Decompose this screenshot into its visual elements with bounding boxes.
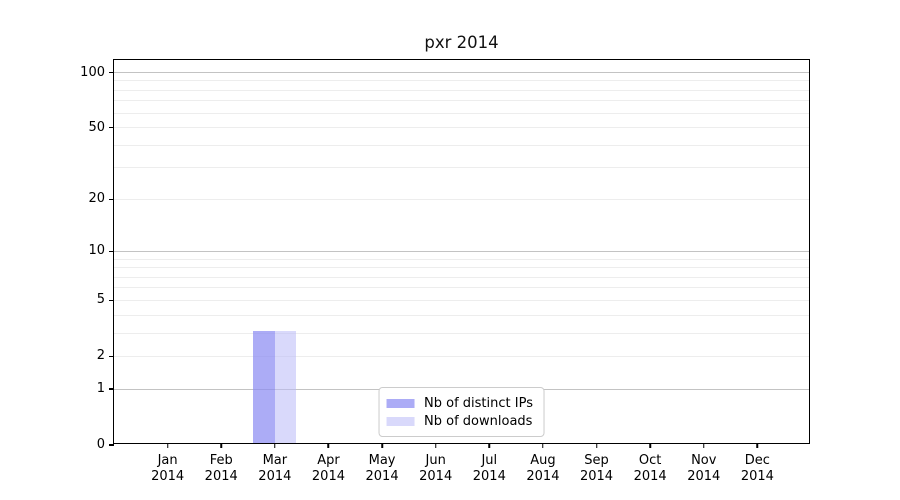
x-tick [595, 443, 598, 448]
legend-swatch-downloads [386, 416, 415, 426]
minor-gridline [114, 258, 809, 260]
y-tick-label: 100 [80, 64, 105, 80]
year-label: 2014 [526, 469, 560, 484]
bar-mar-0 [253, 331, 275, 443]
x-tick [166, 443, 169, 448]
year-label: 2014 [687, 469, 721, 484]
plot-area: Nb of distinct IPs Nb of downloads 0 1 2 5 1… [80, 59, 810, 484]
month-label: Jul [481, 453, 498, 468]
month-label: Oct [638, 453, 662, 468]
legend-item-downloads: Nb of downloads [386, 412, 533, 430]
x-tick [649, 443, 651, 448]
minor-gridline [114, 314, 809, 316]
year-label: 2014 [740, 469, 774, 484]
y-tick-label: 5 [96, 292, 105, 308]
y-tick [109, 444, 114, 446]
year-label: 2014 [258, 469, 292, 484]
minor-gridline [114, 355, 809, 357]
minor-gridline [114, 287, 809, 289]
year-label: 2014 [579, 469, 614, 484]
y-tick [109, 388, 114, 390]
major-gridline [114, 72, 809, 74]
y-tick [109, 198, 114, 201]
y-tick [109, 71, 114, 74]
legend-swatch-distinct-ips [386, 398, 415, 408]
month-label: Aug [530, 453, 556, 468]
x-tick [488, 443, 491, 448]
legend: Nb of distinct IPs Nb of downloads [378, 387, 545, 437]
month-label: Mar [262, 453, 288, 468]
year-label: 2014 [365, 469, 399, 484]
month-label: Sep [584, 453, 609, 468]
minor-gridline [114, 167, 809, 169]
minor-gridline [114, 100, 809, 102]
year-label: 2014 [472, 469, 506, 484]
minor-gridline [114, 332, 809, 334]
x-tick [220, 443, 222, 448]
minor-gridline [114, 89, 809, 91]
month-label: Jan [157, 453, 178, 468]
minor-gridline [114, 80, 809, 82]
x-tick-label-mar: Mar 2014 [258, 453, 291, 485]
x-tick [327, 443, 330, 448]
minor-gridline [114, 267, 809, 269]
x-tick-label-oct: Oct 2014 [634, 453, 667, 485]
legend-label-distinct-ips: Nb of distinct IPs [424, 395, 533, 411]
x-tick-label-feb: Feb 2014 [205, 453, 238, 485]
major-gridline [114, 250, 809, 252]
x-tick [703, 443, 705, 448]
month-label: Jun [425, 453, 446, 468]
x-tick-label-apr: Apr 2014 [312, 453, 345, 485]
year-label: 2014 [419, 469, 453, 484]
month-label: Feb [209, 453, 233, 468]
year-label: 2014 [633, 469, 667, 484]
x-tick-label-dec: Dec 2014 [741, 453, 774, 485]
x-tick [756, 443, 759, 448]
y-tick [109, 355, 114, 358]
chart-title: pxr 2014 [424, 33, 499, 52]
year-label: 2014 [151, 469, 185, 484]
y-tick [109, 299, 114, 302]
y-tick-label: 10 [88, 243, 105, 259]
bar-mar-1 [274, 331, 297, 443]
minor-gridline [114, 276, 809, 278]
y-tick [109, 250, 114, 253]
y-tick-label: 50 [88, 119, 105, 135]
month-label: May [368, 453, 396, 468]
x-tick-label-aug: Aug 2014 [526, 453, 559, 485]
x-tick-label-may: May 2014 [366, 453, 399, 485]
minor-gridline [114, 299, 809, 301]
minor-gridline [114, 144, 809, 146]
y-tick-label: 2 [96, 348, 105, 364]
minor-gridline [114, 198, 809, 200]
x-tick [434, 443, 437, 448]
y-tick-label: 0 [96, 437, 105, 453]
y-tick-label: 20 [88, 191, 105, 207]
year-label: 2014 [204, 469, 238, 484]
legend-label-downloads: Nb of downloads [424, 413, 533, 429]
x-tick [381, 443, 383, 448]
month-label: Apr [317, 453, 340, 468]
y-tick [109, 126, 114, 129]
y-tick-label: 1 [96, 381, 105, 397]
x-tick [274, 443, 276, 448]
legend-item-distinct-ips: Nb of distinct IPs [386, 394, 533, 412]
month-label: Nov [691, 453, 717, 468]
minor-gridline [114, 112, 809, 114]
minor-gridline [114, 127, 809, 129]
month-label: Dec [744, 453, 770, 468]
x-tick-label-jun: Jun 2014 [419, 453, 452, 485]
x-tick-label-jan: Jan 2014 [151, 453, 184, 485]
x-tick-label-jul: Jul 2014 [473, 453, 506, 485]
x-tick-label-sep: Sep 2014 [580, 453, 613, 485]
year-label: 2014 [311, 469, 345, 484]
x-tick [542, 443, 544, 448]
x-tick-label-nov: Nov 2014 [687, 453, 720, 485]
